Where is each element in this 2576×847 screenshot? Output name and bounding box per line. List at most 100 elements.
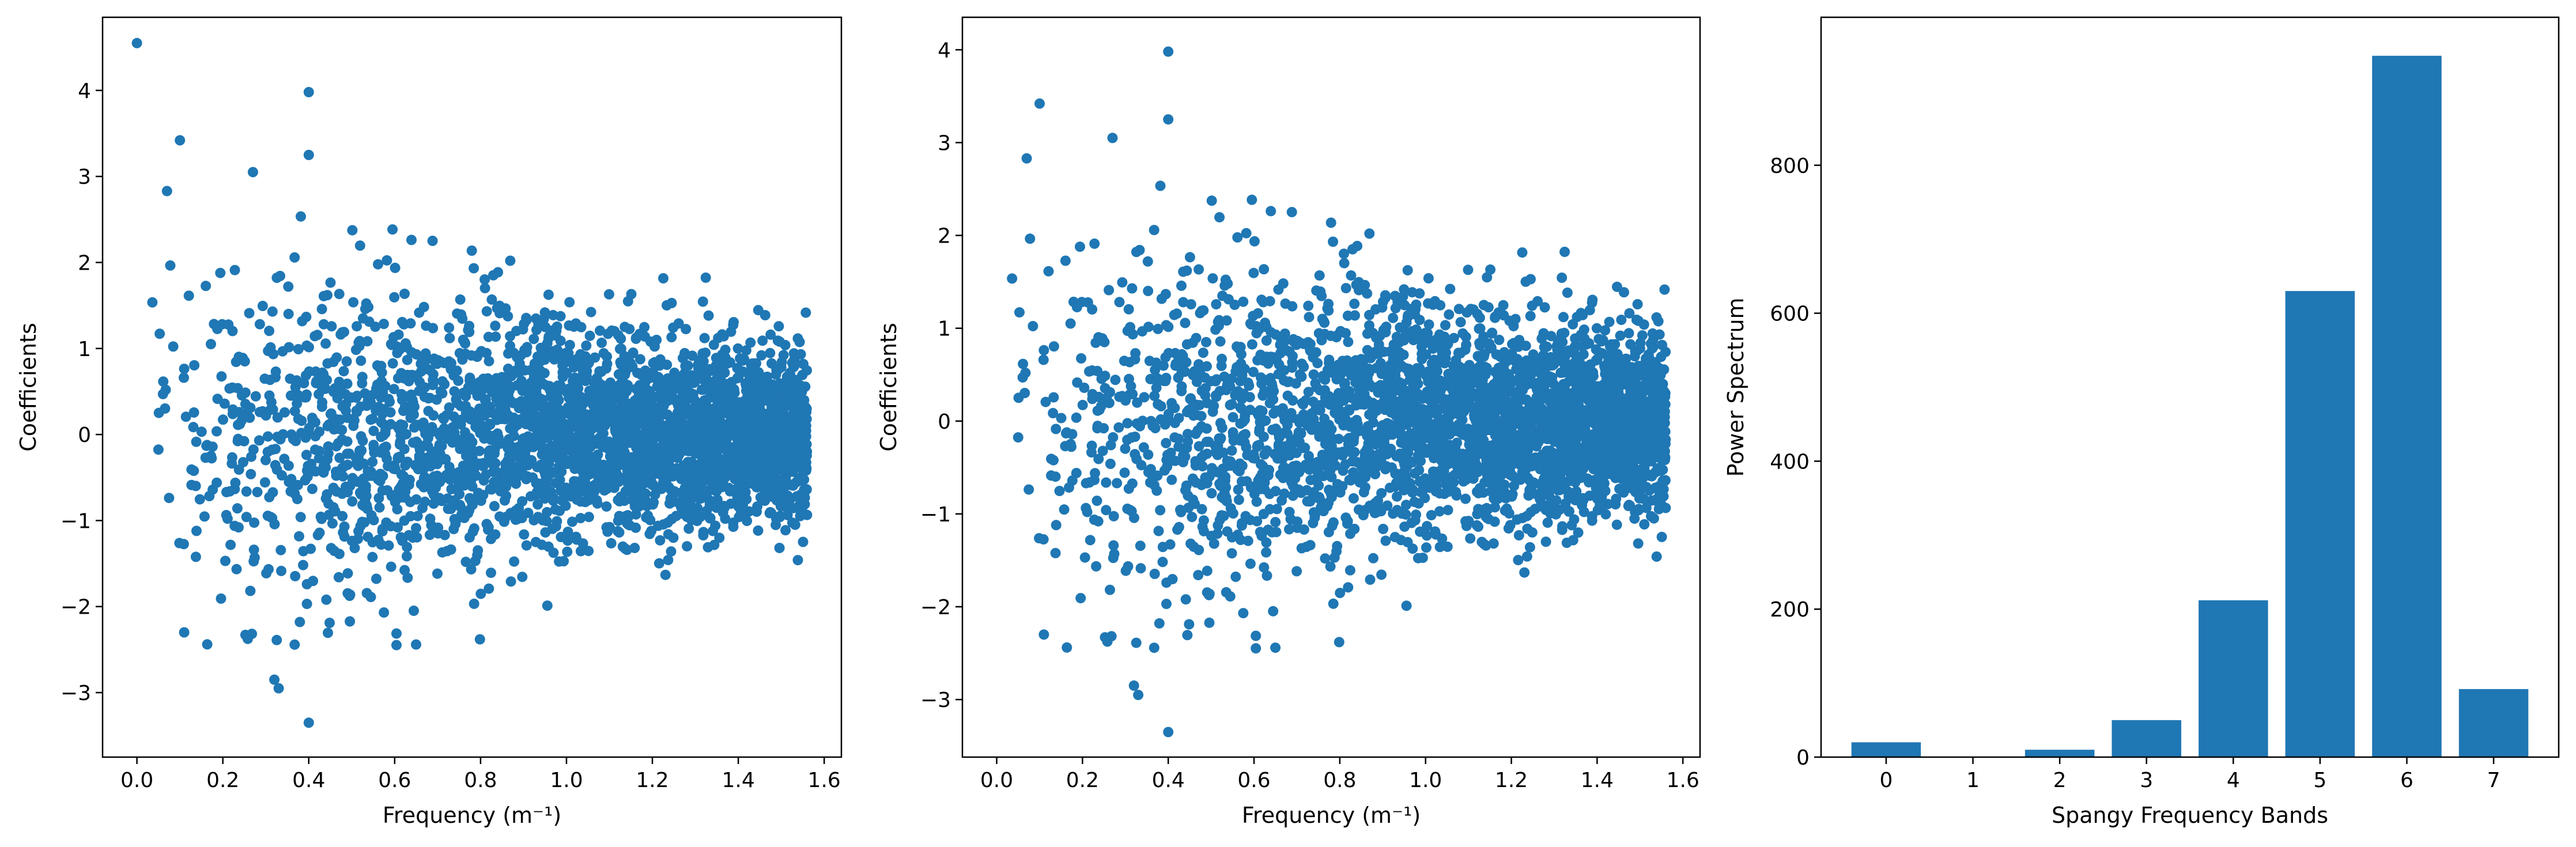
scatter-point — [338, 366, 349, 377]
scatter-point — [326, 418, 337, 429]
scatter-point — [729, 387, 740, 398]
scatter-point — [556, 495, 567, 506]
scatter-point — [257, 301, 268, 311]
scatter-point — [423, 406, 434, 417]
x-axis-label-left: Frequency (m⁻¹) — [383, 803, 561, 828]
scatter-point — [789, 361, 800, 372]
scatter-point — [517, 433, 528, 444]
scatter-point — [1616, 315, 1627, 326]
scatter-point — [1007, 273, 1018, 284]
scatter-point — [489, 501, 500, 512]
scatter-point — [770, 520, 781, 531]
scatter-point — [798, 358, 809, 369]
scatter-point — [1365, 574, 1376, 585]
scatter-point — [588, 399, 599, 410]
scatter-point — [632, 428, 643, 439]
scatter-point — [1071, 302, 1082, 313]
scatter-point — [538, 417, 549, 428]
scatter-point — [216, 371, 227, 382]
scatter-point — [367, 414, 378, 424]
scatter-point — [1149, 569, 1160, 579]
scatter-point — [659, 385, 670, 396]
scatter-point — [617, 436, 627, 447]
scatter-point — [409, 606, 419, 616]
scatter-point — [472, 550, 483, 561]
scatter-point — [606, 383, 617, 394]
scatter-point — [689, 466, 699, 477]
scatter-point — [532, 499, 543, 510]
scatter-point — [290, 381, 301, 392]
scatter-point — [558, 556, 569, 566]
scatter-point — [275, 544, 286, 555]
scatter-point — [237, 353, 248, 364]
scatter-point — [1156, 293, 1167, 304]
scatter-point — [1251, 630, 1261, 641]
scatter-point — [439, 530, 450, 540]
scatter-point — [532, 512, 543, 523]
scatter-point — [655, 535, 666, 546]
scatter-point — [1639, 519, 1650, 530]
scatter-point — [439, 379, 450, 390]
scatter-point — [643, 510, 654, 521]
scatter-point — [333, 572, 344, 583]
scatter-point — [314, 527, 325, 538]
scatter-point — [276, 565, 286, 576]
scatter-point — [1193, 441, 1204, 452]
scatter-point — [681, 385, 692, 396]
scatter-point — [455, 294, 466, 305]
xtick-label: 0.0 — [120, 769, 153, 792]
scatter-point — [180, 411, 191, 422]
scatter-point — [1161, 438, 1172, 448]
scatter-point — [254, 407, 265, 418]
scatter-point — [337, 425, 348, 436]
scatter-point — [342, 568, 353, 579]
scatter-point — [497, 471, 508, 482]
scatter-point — [335, 329, 346, 340]
scatter-point — [700, 272, 711, 283]
scatter-point — [283, 460, 294, 471]
scatter-point — [640, 365, 651, 376]
scatter-point — [534, 371, 545, 382]
scatter-point — [365, 397, 376, 408]
scatter-point — [791, 388, 802, 399]
scatter-point — [679, 507, 690, 518]
scatter-point — [542, 600, 553, 611]
scatter-point — [801, 450, 812, 461]
scatter-point — [523, 388, 534, 399]
scatter-point — [484, 583, 494, 594]
scatter-point — [401, 551, 412, 562]
scatter-point — [547, 408, 558, 419]
scatter-point — [327, 518, 338, 529]
scatter-point — [682, 541, 693, 552]
scatter-point — [371, 573, 382, 584]
scatter-point — [1378, 324, 1389, 335]
scatter-point — [191, 436, 202, 447]
scatter-point — [577, 456, 588, 467]
scatter-point — [556, 431, 566, 442]
scatter-point — [660, 569, 671, 580]
scatter-point — [362, 336, 373, 347]
scatter-point — [218, 414, 228, 425]
scatter-point — [602, 358, 613, 369]
scatter-point — [1656, 500, 1667, 510]
scatter-point — [1264, 296, 1275, 307]
scatter-point — [1402, 265, 1413, 275]
scatter-point — [383, 540, 394, 551]
scatter-point — [374, 502, 385, 513]
scatter-point — [375, 392, 386, 403]
scatter-point — [315, 511, 326, 522]
scatter-point — [547, 309, 558, 320]
scatter-point — [1440, 320, 1451, 331]
scatter-point — [765, 477, 776, 487]
scatter-point — [241, 486, 252, 497]
scatter-point — [464, 327, 475, 338]
scatter-point — [682, 433, 693, 444]
scatter-point — [469, 598, 479, 609]
scatter-point — [352, 407, 362, 418]
scatter-point — [262, 511, 273, 521]
scatter-point — [377, 526, 388, 537]
scatter-point — [1176, 385, 1187, 396]
scatter-point — [780, 525, 791, 536]
scatter-point — [1380, 535, 1391, 546]
scatter-point — [245, 402, 256, 413]
